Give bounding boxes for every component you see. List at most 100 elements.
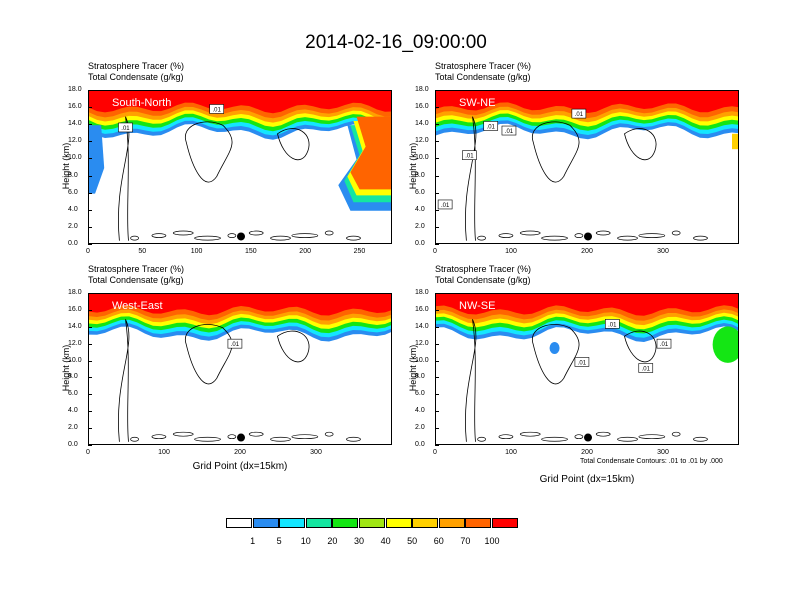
panel-title-tracer: Stratosphere Tracer (%): [435, 61, 532, 71]
y-tick-label: 2.0: [68, 424, 78, 432]
colorbar-label: 70: [460, 536, 471, 546]
y-tick-label: 18.0: [68, 86, 82, 93]
colorbar-swatch-2: [279, 518, 306, 528]
y-tick-label: 12.0: [68, 339, 82, 347]
colorbar-label: 100: [484, 536, 500, 546]
y-tick-label: 0.0: [415, 240, 425, 247]
low-cloud-contour: [519, 431, 541, 437]
y-tick-label: 8.0: [415, 373, 425, 381]
low-cloud-contour: [541, 235, 568, 241]
tracer-band-max: [89, 91, 391, 98]
y-tick-mark: [435, 309, 439, 311]
y-tick-label: 12.0: [68, 137, 82, 145]
y-tick-label: 18.0: [68, 289, 82, 296]
low-cloud-contour: [693, 436, 708, 442]
contour-label: .01: [465, 154, 474, 160]
low-cloud-contour: [172, 431, 194, 437]
low-cloud-contour: [638, 233, 666, 238]
condensate-contour: [531, 121, 580, 183]
low-cloud-contour: [172, 230, 194, 236]
colorbar-swatch-7: [412, 518, 439, 528]
plot-svg: .01 .01 .01 .01: [436, 294, 738, 442]
low-cloud-contour: [574, 434, 584, 440]
low-cloud-contour: [151, 434, 167, 440]
y-tick-label: 4.0: [415, 407, 425, 415]
y-tick-mark: [88, 90, 92, 91]
y-tick-mark: [435, 226, 439, 228]
colorbar-swatch-10: [492, 518, 518, 528]
low-cloud-contour: [671, 230, 681, 236]
y-tick-label: 6.0: [68, 390, 78, 398]
colorbar-swatch-8: [438, 518, 465, 528]
y-tick-mark: [88, 158, 92, 160]
y-tick-label: 2.0: [68, 222, 78, 230]
panel-label-nw-se: NW-SE: [459, 300, 496, 312]
x-tick-label: 0: [433, 449, 437, 456]
panel-title-tracer: Stratosphere Tracer (%): [435, 264, 532, 274]
y-tick-label: 10.0: [68, 356, 82, 364]
x-tick-label: 250: [353, 248, 366, 255]
colorbar-label: 20: [327, 536, 338, 546]
y-tick-label: 0.0: [415, 441, 425, 448]
plot-svg: .01: [89, 294, 391, 442]
low-cloud-contour: [248, 230, 264, 236]
y-tick-label: 6.0: [415, 188, 425, 196]
y-tick-label: 16.0: [68, 305, 82, 313]
condensate-contour: [277, 330, 310, 363]
condensate-contour: [465, 116, 477, 241]
y-tick-label: 14.0: [415, 322, 429, 330]
y-tick-mark: [435, 141, 439, 143]
x-axis-label: Grid Point (dx=15km): [539, 474, 635, 485]
low-cloud-contour: [617, 436, 638, 442]
y-tick-mark: [88, 343, 92, 345]
y-tick-label: 10.0: [415, 356, 429, 364]
colorbar-swatch-0: [226, 518, 252, 528]
y-axis-label: Height (km): [408, 142, 418, 190]
y-tick-label: 14.0: [68, 322, 82, 330]
panel-label-west-east: West-East: [112, 300, 163, 312]
panel-title-condensate: Total Condensate (g/kg): [88, 72, 184, 82]
y-tick-mark: [435, 293, 439, 294]
cross-section-marker: [237, 433, 245, 442]
low-cloud-contour: [693, 235, 708, 241]
low-cloud-contour: [270, 235, 291, 241]
condensate-contour: [465, 319, 477, 442]
y-tick-mark: [88, 394, 92, 396]
y-tick-mark: [88, 107, 92, 109]
x-tick-label: 100: [505, 449, 517, 456]
y-tick-mark: [435, 175, 439, 177]
y-tick-label: 10.0: [415, 154, 429, 162]
y-tick-label: 10.0: [68, 154, 82, 162]
y-tick-label: 16.0: [415, 103, 429, 111]
x-tick-label: 50: [138, 248, 147, 255]
plot-svg: .01 .01: [89, 91, 391, 241]
x-tick-label: 300: [310, 449, 322, 456]
condensate-contour: [624, 330, 657, 363]
x-tick-label: 200: [299, 248, 311, 255]
condensate-contour: [624, 128, 657, 161]
condensate-contour: [118, 116, 130, 241]
y-tick-label: 0.0: [68, 441, 78, 448]
x-tick-label: 0: [86, 449, 90, 456]
x-tick-label: 100: [158, 449, 170, 456]
colorbar-swatch-6: [385, 518, 412, 528]
y-tick-mark: [435, 428, 439, 430]
low-cloud-contour: [227, 434, 237, 440]
colorbar-label: 60: [433, 536, 444, 546]
contour-label: .01: [575, 112, 584, 118]
x-axis-label: Grid Point (dx=15km): [192, 461, 288, 472]
colorbar-label: 5: [276, 536, 282, 546]
low-cloud-contour: [595, 230, 611, 236]
contour-note: Total Condensate Contours: .01 to .01 by…: [580, 458, 723, 465]
contour-label-box: [437, 199, 453, 210]
y-tick-mark: [88, 141, 92, 143]
contour-label-box: [118, 122, 133, 133]
tracer-intrusion-east: [712, 326, 738, 363]
y-tick-mark: [88, 244, 92, 245]
y-tick-mark: [88, 445, 92, 446]
panel-title-tracer: Stratosphere Tracer (%): [88, 61, 185, 71]
y-tick-label: 8.0: [415, 171, 425, 179]
low-cloud-contour: [574, 233, 584, 238]
y-tick-label: 0.0: [68, 240, 78, 247]
contour-label: .01: [231, 342, 240, 348]
